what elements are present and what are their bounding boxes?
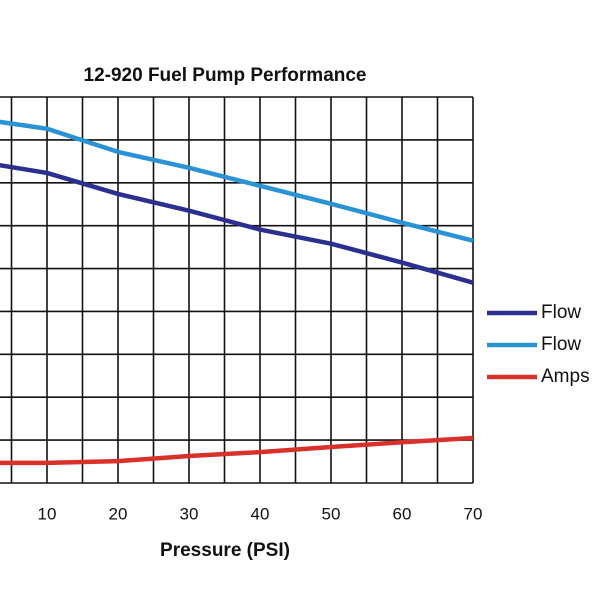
x-axis-label: Pressure (PSI) — [160, 540, 290, 561]
x-tick-label: 20 — [109, 504, 128, 523]
x-tick-label: 30 — [180, 504, 199, 523]
x-tick-label: 40 — [251, 504, 270, 523]
series-line — [0, 162, 474, 285]
x-tick-label: 60 — [393, 504, 412, 523]
chart-title: 12-920 Fuel Pump Performance — [84, 65, 367, 86]
legend-label: Flow — [541, 302, 581, 323]
x-tick-label: 10 — [38, 504, 57, 523]
legend-label: Amps — [541, 366, 590, 387]
x-tick-label: 70 — [464, 504, 483, 523]
series-line — [0, 435, 474, 466]
legend-label: Flow — [541, 334, 581, 355]
series-line — [0, 119, 474, 243]
x-tick-label: 50 — [322, 504, 341, 523]
